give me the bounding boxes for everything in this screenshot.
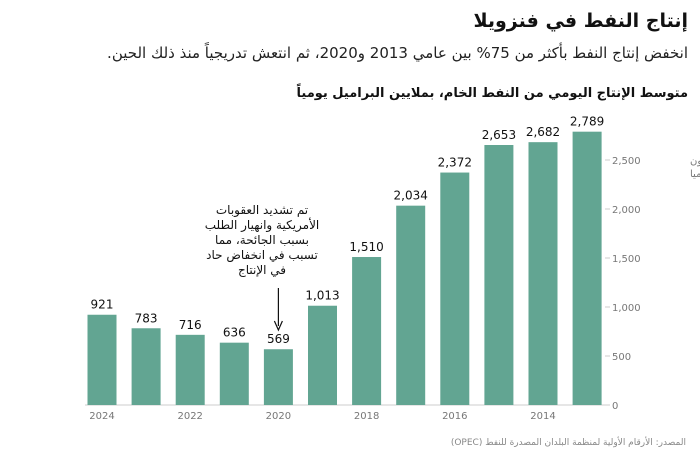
data-label: 2,682 bbox=[526, 125, 560, 139]
annotation-line: في الإنتاج bbox=[238, 263, 286, 277]
bar-2013 bbox=[572, 131, 602, 406]
page-title: إنتاج النفط في فنزويلا bbox=[473, 10, 688, 32]
bar-2017 bbox=[396, 205, 426, 405]
bar-2019 bbox=[308, 305, 337, 405]
data-label: 569 bbox=[267, 332, 290, 346]
bar-2018 bbox=[352, 257, 382, 405]
data-label: 2,034 bbox=[394, 189, 428, 203]
x-tick-label: 2024 bbox=[89, 411, 114, 422]
annotation-line: تم تشديد العقوبات bbox=[216, 203, 308, 218]
y-tick-label: 1,000 bbox=[612, 303, 641, 314]
source-note: المصدر: الأرقام الأولية لمنظمة البلدان ا… bbox=[450, 438, 686, 448]
x-tick-label: 2022 bbox=[177, 411, 202, 422]
y-tick-label: 2,500 bbox=[612, 156, 641, 167]
y-tick-label: 0 bbox=[612, 401, 618, 412]
data-label: 2,789 bbox=[570, 115, 604, 129]
annotation-line: تسبب في انخفاض حاد bbox=[206, 248, 318, 263]
bar-2015 bbox=[484, 145, 514, 406]
x-tick-label: 2014 bbox=[530, 411, 555, 422]
annotation-line: الأمريكية وانهيار الطلب bbox=[205, 217, 320, 233]
data-label: 1,510 bbox=[349, 240, 383, 254]
y-tick-label: 2,000 bbox=[612, 205, 641, 216]
x-tick-label: 2016 bbox=[442, 411, 467, 422]
y-tick-label: 1,500 bbox=[612, 254, 641, 265]
bar-2022 bbox=[175, 334, 205, 405]
subtitle: انخفض إنتاج النفط بأكثر من 75% بين عامي … bbox=[107, 44, 688, 62]
data-label: 2,653 bbox=[482, 128, 516, 142]
data-label: 921 bbox=[91, 298, 114, 312]
arrow-head-icon bbox=[273, 320, 283, 332]
data-label: 1,013 bbox=[305, 289, 339, 303]
y-tick-label: 500 bbox=[612, 352, 631, 363]
bar-2023 bbox=[131, 328, 161, 405]
bar-2024 bbox=[87, 314, 117, 405]
data-label: 2,372 bbox=[438, 156, 472, 170]
bar-2020 bbox=[263, 349, 293, 405]
bar-2016 bbox=[440, 172, 470, 405]
bar-2014 bbox=[528, 142, 558, 405]
x-tick-label: 2018 bbox=[354, 411, 379, 422]
data-label: 716 bbox=[179, 318, 202, 332]
annotation-line: بسبب الجائحة، مما bbox=[215, 233, 309, 247]
y-unit-label: مليون bbox=[690, 156, 700, 167]
chart-title: متوسط الإنتاج اليومي من النفط الخام، بمل… bbox=[296, 86, 688, 101]
x-tick-label: 2020 bbox=[266, 411, 291, 422]
bar-2021 bbox=[219, 342, 249, 405]
y-unit-label: برميل يوميا bbox=[690, 169, 700, 180]
data-label: 636 bbox=[223, 326, 246, 340]
data-label: 783 bbox=[135, 311, 158, 325]
